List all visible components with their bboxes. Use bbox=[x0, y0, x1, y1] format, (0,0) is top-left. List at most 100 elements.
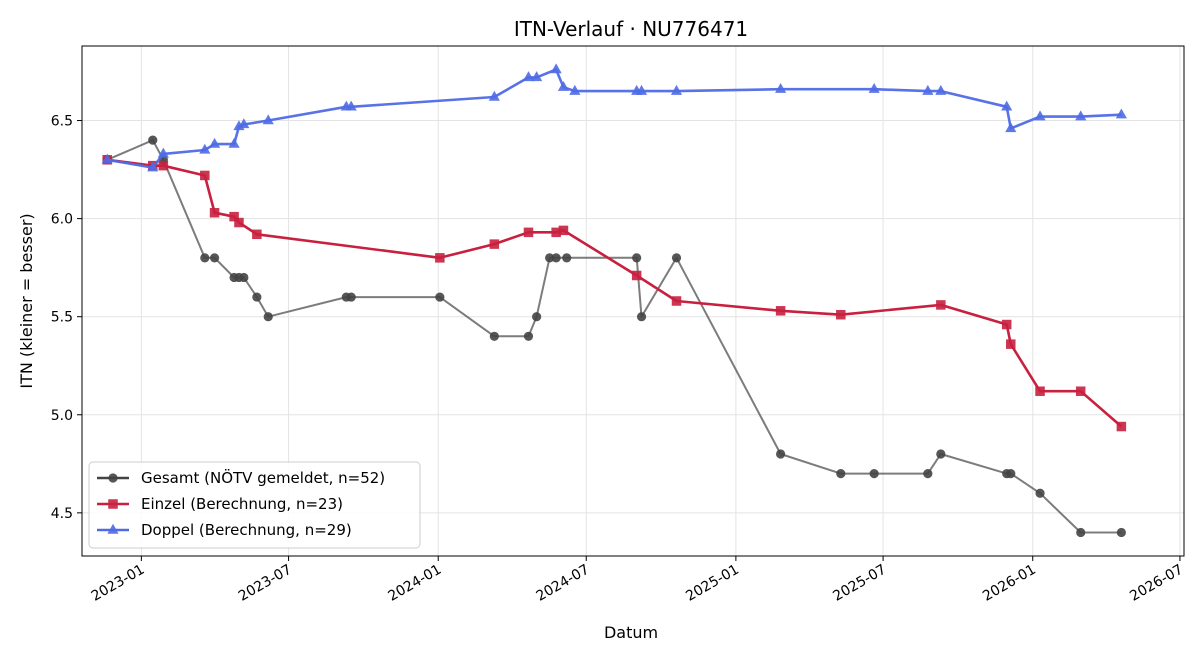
data-point bbox=[209, 253, 220, 263]
data-point bbox=[558, 225, 569, 236]
data-point bbox=[435, 253, 445, 263]
data-point bbox=[263, 312, 273, 322]
data-point bbox=[869, 469, 879, 479]
y-tick-label: 6.5 bbox=[51, 114, 73, 130]
plot-frame bbox=[81, 45, 1185, 557]
data-point bbox=[935, 84, 947, 95]
data-point bbox=[489, 239, 500, 249]
data-point bbox=[936, 300, 946, 310]
legend-label: Doppel (Berechnung, n=29) bbox=[141, 521, 352, 539]
data-point bbox=[1035, 488, 1045, 498]
chart-title: ITN-Verlauf · NU776471 bbox=[514, 17, 748, 41]
y-tick-label: 5.0 bbox=[51, 408, 73, 424]
data-point bbox=[1034, 110, 1046, 121]
data-point bbox=[147, 161, 159, 172]
data-point bbox=[199, 143, 211, 154]
x-tick-label: 2026-07 bbox=[1127, 562, 1186, 605]
data-point bbox=[922, 84, 934, 95]
data-point bbox=[1001, 319, 1012, 330]
data-point bbox=[868, 82, 880, 93]
data-point bbox=[101, 153, 113, 164]
series-line bbox=[106, 68, 1122, 169]
data-point bbox=[1075, 110, 1087, 121]
x-tick-label: 2024-07 bbox=[534, 562, 593, 605]
y-axis-ticks: 4.5 5.0 5.5 6.0 6.5 bbox=[51, 114, 82, 522]
data-point bbox=[670, 84, 683, 95]
y-tick-label: 5.5 bbox=[51, 310, 73, 326]
x-tick-label: 2025-07 bbox=[830, 562, 889, 605]
legend-marker bbox=[107, 523, 119, 534]
data-point bbox=[489, 331, 499, 341]
data-point bbox=[636, 312, 647, 322]
data-point bbox=[1035, 386, 1045, 396]
data-point bbox=[545, 253, 555, 263]
x-tick-label: 2025-01 bbox=[683, 562, 742, 605]
data-point bbox=[228, 137, 240, 148]
data-point bbox=[523, 331, 534, 341]
data-point bbox=[1116, 421, 1127, 432]
data-point bbox=[1116, 527, 1126, 538]
data-point bbox=[234, 217, 244, 228]
series-layer bbox=[101, 63, 1127, 538]
data-point bbox=[262, 114, 274, 125]
y-tick-label: 6.0 bbox=[51, 212, 73, 228]
data-point bbox=[776, 449, 786, 459]
data-point bbox=[936, 449, 946, 459]
data-point bbox=[671, 253, 682, 263]
data-point bbox=[1005, 122, 1017, 133]
data-point bbox=[522, 71, 535, 82]
data-point bbox=[345, 100, 357, 111]
data-point bbox=[1115, 108, 1127, 119]
x-tick-label: 2023-01 bbox=[89, 562, 148, 605]
x-tick-label: 2023-07 bbox=[236, 562, 295, 605]
data-point bbox=[775, 306, 786, 316]
x-tick-label: 2024-01 bbox=[386, 562, 445, 605]
data-point bbox=[209, 207, 220, 218]
series-1 bbox=[102, 135, 1126, 538]
series-2 bbox=[102, 155, 1127, 432]
data-point bbox=[238, 118, 250, 129]
data-point bbox=[775, 82, 787, 93]
data-point bbox=[562, 253, 572, 263]
data-point bbox=[923, 469, 933, 479]
series-3 bbox=[101, 63, 1127, 172]
data-point bbox=[252, 292, 262, 302]
x-axis-label: Datum bbox=[604, 623, 658, 642]
data-point bbox=[488, 90, 500, 101]
data-point bbox=[346, 292, 356, 302]
data-point bbox=[239, 272, 249, 283]
data-point bbox=[551, 227, 561, 238]
legend-marker bbox=[108, 473, 118, 483]
y-tick-label: 4.5 bbox=[51, 506, 73, 522]
data-point bbox=[523, 227, 534, 238]
data-point bbox=[631, 270, 642, 281]
x-tick-label: 2026-01 bbox=[980, 562, 1039, 605]
data-point bbox=[157, 147, 169, 158]
legend-label: Gesamt (NÖTV gemeldet, n=52) bbox=[141, 468, 385, 487]
data-point bbox=[557, 80, 570, 91]
legend: Gesamt (NÖTV gemeldet, n=52) Einzel (Bere… bbox=[88, 461, 421, 549]
data-point bbox=[1006, 339, 1016, 349]
data-point bbox=[158, 160, 169, 171]
data-point bbox=[550, 63, 562, 74]
data-point bbox=[148, 135, 158, 145]
data-point bbox=[531, 71, 543, 82]
data-point bbox=[635, 84, 648, 95]
x-axis-ticks: 2023-01 2023-07 2024-01 2024-07 2025-01 2025-… bbox=[89, 556, 1186, 605]
data-point bbox=[1006, 469, 1016, 479]
data-point bbox=[569, 84, 581, 95]
data-point bbox=[435, 292, 445, 302]
data-point bbox=[200, 170, 210, 181]
series-line bbox=[107, 158, 1123, 428]
y-axis-label: ITN (kleiner = besser) bbox=[17, 213, 36, 388]
data-point bbox=[252, 229, 262, 240]
data-point bbox=[836, 469, 846, 479]
data-point bbox=[671, 296, 682, 306]
data-point bbox=[208, 137, 221, 148]
legend-label: Einzel (Berechnung, n=23) bbox=[141, 495, 343, 513]
data-point bbox=[229, 211, 239, 222]
data-point bbox=[1001, 100, 1013, 111]
legend-box bbox=[88, 461, 421, 549]
data-point bbox=[632, 253, 642, 263]
